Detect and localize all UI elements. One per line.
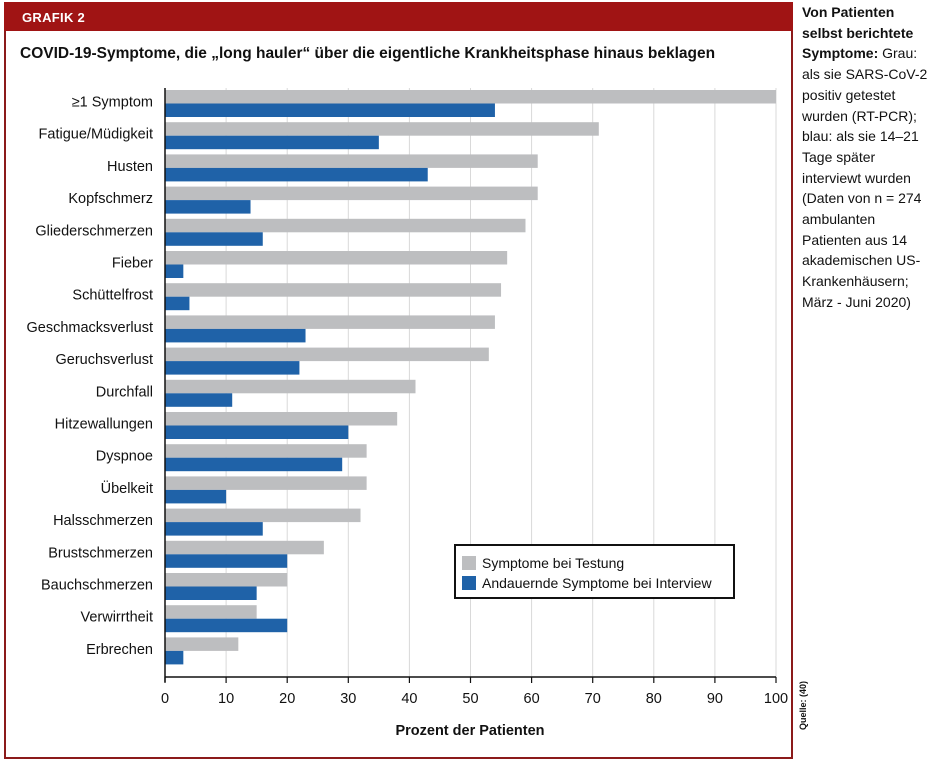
- chart-legend: Symptome bei Testung Andauernde Symptome…: [454, 544, 735, 599]
- bar-testing: [165, 573, 288, 587]
- category-label: Geruchsverlust: [55, 352, 153, 368]
- bar-interview: [165, 296, 190, 311]
- bar-interview: [165, 135, 379, 150]
- category-label: Gliederschmerzen: [35, 223, 153, 239]
- category-label: Fieber: [112, 256, 153, 272]
- bar-testing: [165, 251, 508, 265]
- header-bar: GRAFIK 2: [4, 2, 793, 31]
- bar-interview: [165, 103, 495, 117]
- x-tick-label: 0: [161, 691, 169, 707]
- sidebar-heading: Von Patienten selbst berichtete Symptome…: [802, 4, 914, 62]
- bar-testing: [165, 315, 495, 329]
- category-label: Erbrechen: [86, 642, 153, 658]
- bar-interview: [165, 361, 300, 375]
- legend-label-testing: Symptome bei Testung: [482, 555, 625, 571]
- category-label: Hitzewallungen: [55, 417, 153, 433]
- category-label: Geschmacksverlust: [26, 320, 153, 336]
- legend-item-testing: Symptome bei Testung: [462, 555, 624, 571]
- bar-interview: [165, 425, 349, 439]
- bar-testing: [165, 122, 599, 136]
- bar-testing: [165, 218, 526, 233]
- x-tick-label: 20: [279, 691, 295, 707]
- bar-interview: [165, 489, 227, 504]
- bar-interview: [165, 618, 288, 633]
- bar-testing: [165, 379, 416, 394]
- bar-testing: [165, 347, 489, 362]
- bar-testing: [165, 283, 502, 297]
- bar-interview: [165, 167, 428, 182]
- legend-item-interview: Andauernde Symptome bei Interview: [462, 575, 712, 591]
- x-tick-label: 70: [585, 691, 601, 707]
- category-label: Kopfschmerz: [68, 191, 153, 207]
- bar-testing: [165, 90, 776, 104]
- x-tick-label: 80: [646, 691, 662, 707]
- bar-testing: [165, 605, 257, 619]
- header-label: GRAFIK 2: [22, 10, 86, 25]
- bar-interview: [165, 650, 184, 665]
- bar-interview: [165, 232, 263, 246]
- bar-interview: [165, 522, 263, 536]
- bar-interview: [165, 393, 233, 407]
- bar-testing: [165, 476, 367, 490]
- category-label: Bauchschmerzen: [41, 578, 153, 594]
- bar-interview: [165, 586, 257, 600]
- x-tick-label: 50: [462, 691, 478, 707]
- category-label: Schüttelfrost: [72, 288, 153, 304]
- x-tick-label: 30: [340, 691, 356, 707]
- category-label: ≥1 Symptom: [72, 95, 153, 111]
- legend-label-interview: Andauernde Symptome bei Interview: [482, 575, 712, 591]
- x-tick-label: 90: [707, 691, 723, 707]
- source-note: Quelle: (40): [798, 680, 808, 730]
- category-label: Durchfall: [96, 384, 153, 400]
- bar-testing: [165, 540, 324, 555]
- bar-interview: [165, 457, 343, 472]
- chart-title: COVID-19-Symptome, die „long hauler“ übe…: [20, 45, 716, 62]
- legend-swatch-blue: [462, 576, 476, 590]
- x-tick-label: 100: [764, 691, 788, 707]
- bar-testing: [165, 508, 361, 523]
- x-tick-label: 60: [524, 691, 540, 707]
- x-axis-label: Prozent der Patienten: [395, 723, 544, 739]
- category-label: Fatigue/Müdigkeit: [39, 127, 153, 143]
- sidebar-note: Von Patienten selbst berichtete Symptome…: [802, 2, 934, 313]
- bar-testing: [165, 186, 538, 201]
- x-tick-label: 40: [401, 691, 417, 707]
- bar-interview: [165, 264, 184, 278]
- bar-testing: [165, 154, 538, 168]
- category-label: Dyspnoe: [96, 449, 153, 465]
- category-label: Brustschmerzen: [48, 545, 153, 561]
- category-label: Halsschmerzen: [53, 513, 153, 529]
- legend-swatch-gray: [462, 556, 476, 570]
- bar-chart: ≥1 Symptom Fatigue/Müdigkeit Husten Kopfsch…: [26, 88, 788, 739]
- x-tick-label: 10: [218, 691, 234, 707]
- category-label: Verwirrtheit: [80, 610, 153, 626]
- bar-testing: [165, 412, 398, 426]
- bar-testing: [165, 444, 367, 458]
- bar-testing: [165, 637, 239, 651]
- bar-interview: [165, 328, 306, 343]
- bar-interview: [165, 200, 251, 214]
- sidebar-body: Grau: als sie SARS-CoV-2 positiv geteste…: [802, 45, 928, 310]
- category-label: Übelkeit: [101, 479, 153, 497]
- category-label: Husten: [107, 159, 153, 175]
- bar-interview: [165, 554, 288, 568]
